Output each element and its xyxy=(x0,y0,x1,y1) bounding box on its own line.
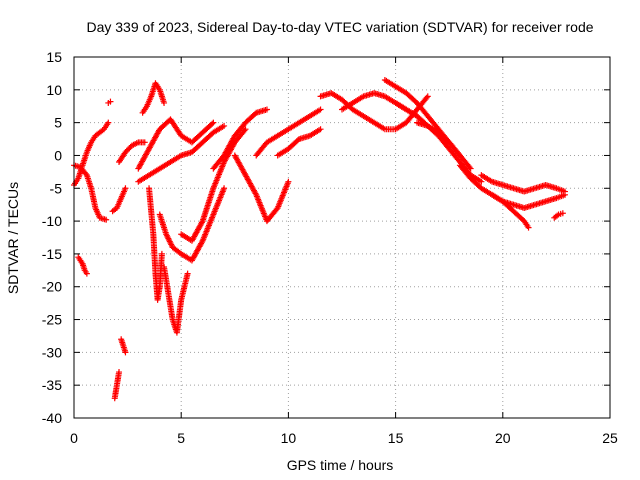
x-tick-label: 15 xyxy=(388,430,404,446)
data-point xyxy=(478,178,485,185)
data-point xyxy=(116,369,123,376)
x-axis-label: GPS time / hours xyxy=(287,457,394,473)
data-point xyxy=(105,119,112,126)
data-point xyxy=(209,120,216,127)
data-point xyxy=(122,349,129,356)
series-track-j xyxy=(146,185,165,303)
data-point xyxy=(559,210,566,217)
y-tick-label: 0 xyxy=(54,147,62,163)
data-marks xyxy=(71,76,568,402)
data-point xyxy=(158,250,165,257)
series-track-d xyxy=(105,98,114,106)
y-tick-label: -10 xyxy=(42,213,62,229)
series-track-e xyxy=(109,185,129,215)
series-track-i xyxy=(139,80,168,116)
chart-title: Day 339 of 2023, Sidereal Day-to-day VTE… xyxy=(86,19,593,35)
data-point xyxy=(161,99,168,106)
data-point xyxy=(525,224,532,231)
y-tick-label: -5 xyxy=(50,180,63,196)
y-axis-label: SDTVAR / TECUs xyxy=(5,182,21,294)
y-tick-label: 15 xyxy=(46,49,62,65)
data-point xyxy=(241,127,248,134)
x-tick-label: 10 xyxy=(281,430,297,446)
series-track-r xyxy=(253,106,324,159)
y-tick-label: -20 xyxy=(42,279,62,295)
series-track-s xyxy=(274,126,324,159)
series-track-q xyxy=(231,152,292,225)
y-tick-label: -40 xyxy=(42,410,62,426)
data-point xyxy=(467,165,474,172)
series-track-aa xyxy=(489,191,532,231)
x-tick-label: 20 xyxy=(495,430,511,446)
data-point xyxy=(263,106,270,113)
data-point xyxy=(184,270,191,277)
data-point xyxy=(466,164,473,171)
series-track-z xyxy=(478,172,568,195)
y-tick-label: 5 xyxy=(54,115,62,131)
series-track-g xyxy=(118,336,129,356)
series-track-o xyxy=(178,126,249,244)
series-track-n xyxy=(156,185,228,264)
series-track-c xyxy=(75,254,90,277)
data-point xyxy=(141,139,148,146)
series-track-f xyxy=(111,369,123,402)
data-point xyxy=(285,178,292,185)
series-track-a xyxy=(71,119,112,188)
series-track-b xyxy=(71,162,110,223)
data-point xyxy=(107,98,114,105)
series-track-m xyxy=(135,122,228,185)
grid xyxy=(74,57,610,418)
x-tick-label: 25 xyxy=(602,430,618,446)
series-track-l xyxy=(135,116,217,172)
series-track-t xyxy=(317,90,431,133)
series-track-h xyxy=(116,139,148,166)
plot-frame xyxy=(73,56,611,419)
y-tick-label: -30 xyxy=(42,344,62,360)
data-point xyxy=(210,119,217,126)
y-tick-label: -25 xyxy=(42,312,62,328)
data-point xyxy=(242,126,249,133)
y-tick-label: -15 xyxy=(42,246,62,262)
y-tick-label: -35 xyxy=(42,377,62,393)
series-track-x xyxy=(414,119,474,172)
data-point xyxy=(423,94,430,101)
y-tick-label: 10 xyxy=(46,82,62,98)
data-point xyxy=(221,185,228,192)
data-point xyxy=(424,93,431,100)
series-track-k xyxy=(161,264,191,336)
x-tick-label: 0 xyxy=(70,430,78,446)
data-point xyxy=(83,270,90,277)
series-track-ab xyxy=(551,210,566,221)
axis-ticks: 0 5 10 15 20 25 15 10 5 0 -5 -10 -15 -20 -25 -30 -35 -40 xyxy=(42,49,618,446)
data-point xyxy=(122,185,129,192)
data-point xyxy=(103,216,110,223)
data-point xyxy=(317,106,324,113)
x-tick-label: 5 xyxy=(177,430,185,446)
data-point xyxy=(221,122,228,129)
data-point xyxy=(561,188,568,195)
series-track-p xyxy=(210,106,270,172)
data-point xyxy=(317,126,324,133)
